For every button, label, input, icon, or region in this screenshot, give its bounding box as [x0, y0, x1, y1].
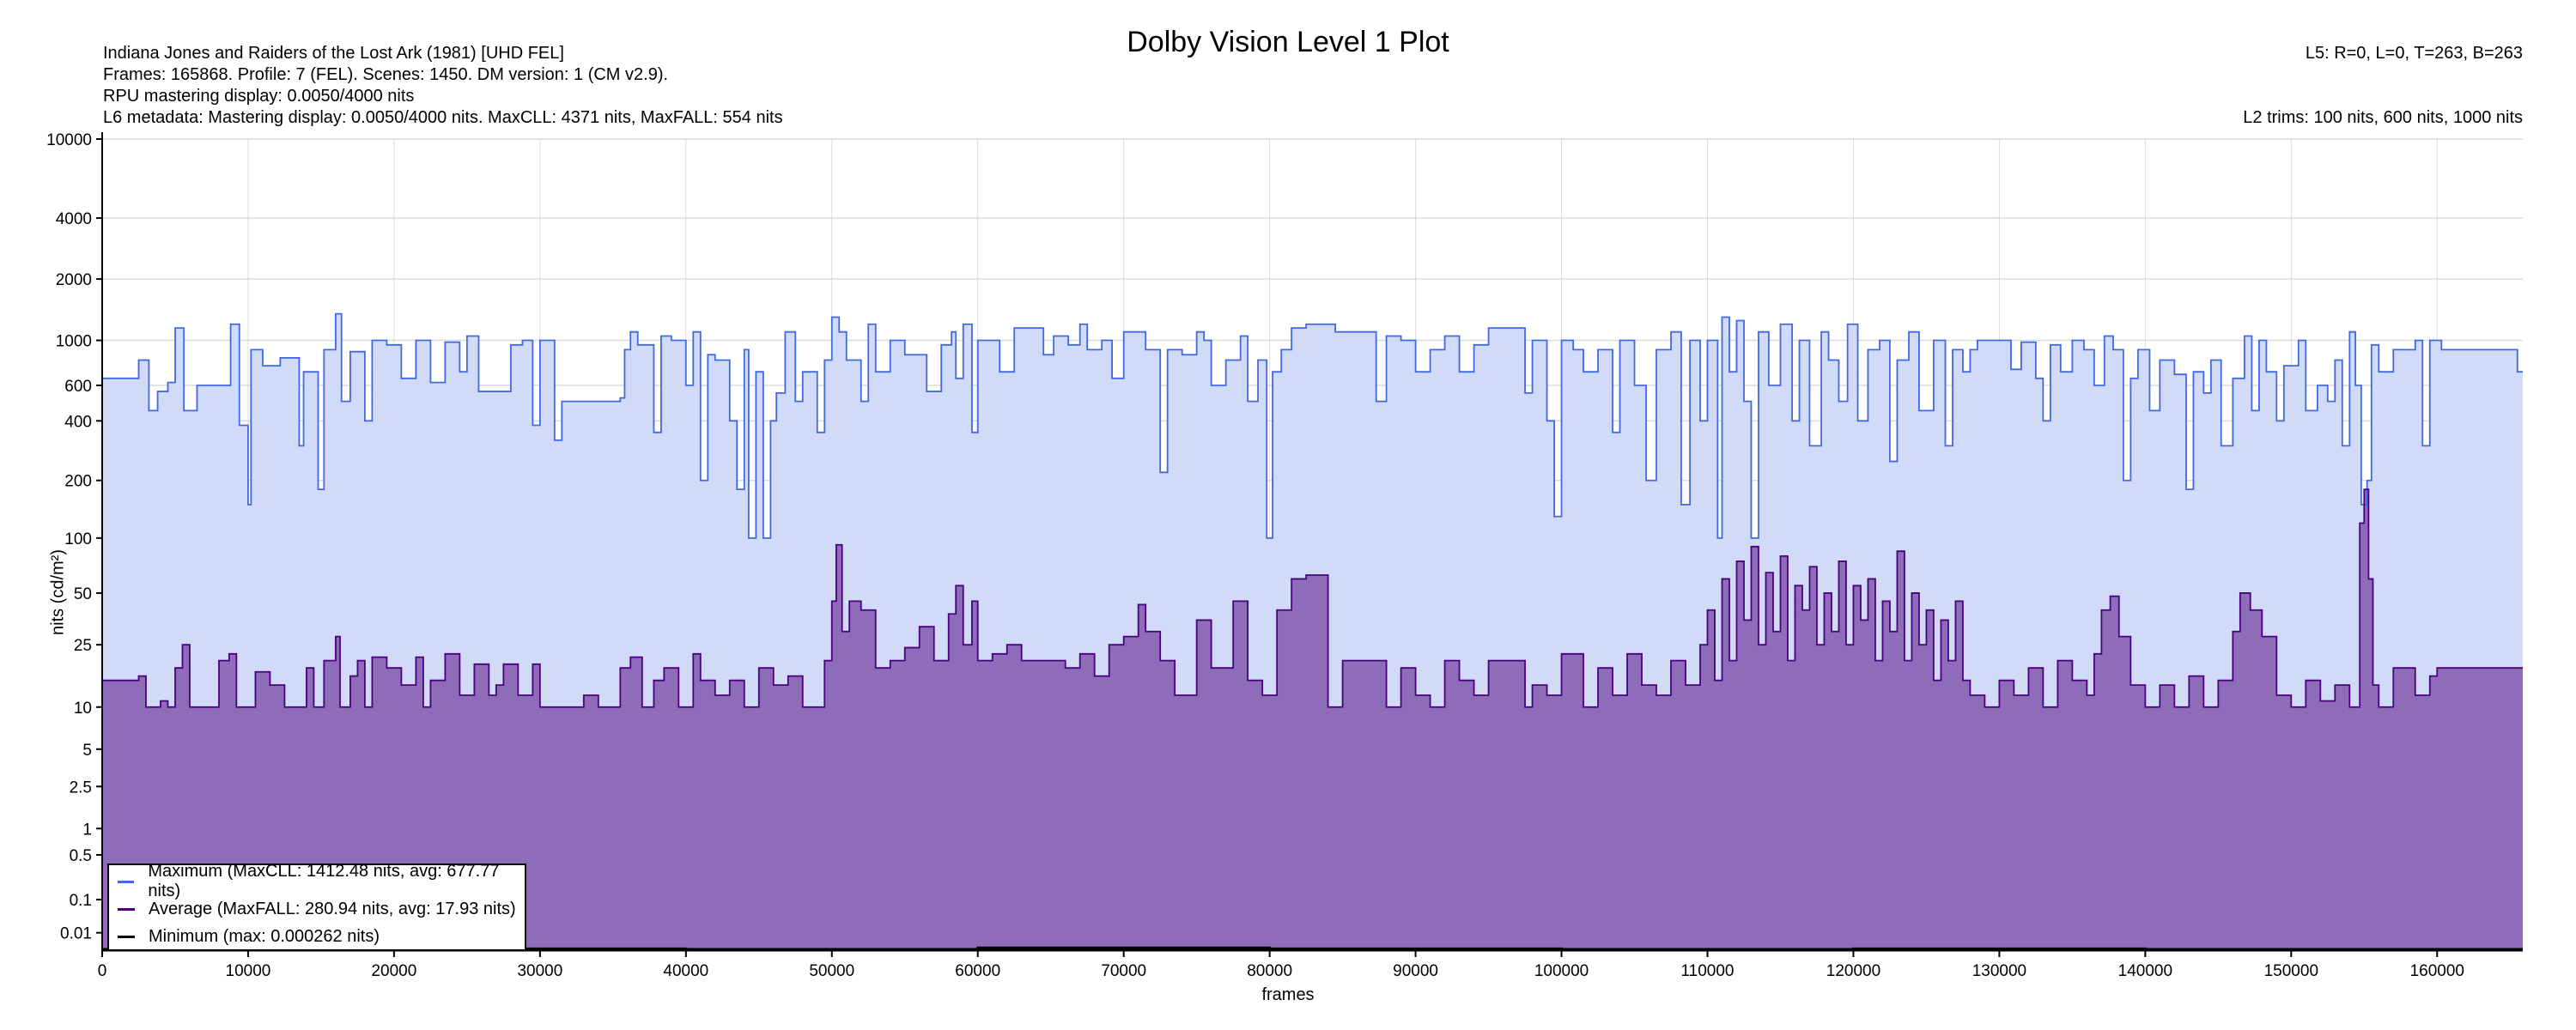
y-tick-label: 0.5: [70, 847, 92, 865]
metadata-left: Indiana Jones and Raiders of the Lost Ar…: [103, 43, 783, 129]
legend-swatch-minimum: [118, 935, 135, 938]
legend-label-minimum: Minimum (max: 0.000262 nits): [149, 926, 380, 946]
legend-item-average: Average (MaxFALL: 280.94 nits, avg: 17.9…: [109, 896, 525, 922]
x-tick-label: 90000: [1393, 962, 1438, 980]
x-tick-label: 60000: [955, 962, 1000, 980]
series-line-maximum: [102, 312, 2523, 539]
y-tick-label: 50: [74, 585, 92, 603]
legend-label-maximum: Maximum (MaxCLL: 1412.48 nits, avg: 677.…: [148, 862, 500, 900]
y-tick-label: 200: [64, 473, 92, 491]
y-tick-label: 10: [74, 700, 92, 718]
x-tick-label: 70000: [1101, 962, 1146, 980]
legend-swatch-average: [118, 907, 135, 911]
y-tick-label: 2000: [56, 271, 92, 289]
y-tick-label: 2.5: [70, 779, 92, 797]
x-tick-label: 110000: [1680, 962, 1734, 980]
x-tick-label: 20000: [371, 962, 416, 980]
y-tick-label: 600: [64, 378, 92, 396]
x-tick-label: 10000: [226, 962, 271, 980]
x-axis-label: frames: [1261, 985, 1315, 1004]
x-tick-label: 100000: [1534, 962, 1589, 980]
series-line-minimum: [102, 946, 2523, 951]
movie-title: Indiana Jones and Raiders of the Lost Ar…: [103, 44, 564, 63]
x-tick-label: 120000: [1826, 962, 1880, 980]
l6-metadata-info: L6 metadata: Mastering display: 0.0050/4…: [103, 108, 783, 127]
legend-item-maximum: Maximum (MaxCLL: 1412.48 nits, avg: 677.…: [109, 862, 525, 900]
x-tick-label: 0: [98, 962, 107, 980]
chart-title: Dolby Vision Level 1 Plot: [1127, 26, 1449, 58]
series-line-average: [102, 488, 2523, 708]
legend: Maximum (MaxCLL: 1412.48 nits, avg: 677.…: [107, 862, 526, 951]
y-tick-label: 1000: [56, 333, 92, 351]
frames-info: Frames: 165868. Profile: 7 (FEL). Scenes…: [103, 65, 669, 84]
x-tick-label: 50000: [809, 962, 854, 980]
metadata-right: L5: R=0, L=0, T=263, B=263 L2 trims: 100…: [2243, 43, 2523, 129]
x-tick-label: 160000: [2410, 962, 2464, 980]
x-tick-label: 130000: [1972, 962, 2026, 980]
x-tick-label: 140000: [2118, 962, 2172, 980]
x-tick-label: 40000: [663, 962, 708, 980]
y-tick-label: 100: [64, 530, 92, 548]
y-tick-label: 10000: [46, 131, 92, 149]
y-tick-label: 0.1: [70, 892, 92, 910]
y-tick-label: 5: [82, 742, 92, 760]
rpu-mastering-info: RPU mastering display: 0.0050/4000 nits: [103, 87, 415, 106]
y-tick-label: 400: [64, 413, 92, 431]
y-tick-label: 25: [74, 637, 92, 655]
y-tick-label: 4000: [56, 210, 92, 228]
x-tick-label: 80000: [1247, 962, 1292, 980]
y-axis-label: nits (cd/m²): [48, 549, 68, 635]
x-tick-label: 30000: [517, 962, 562, 980]
legend-label-average: Average (MaxFALL: 280.94 nits, avg: 17.9…: [149, 899, 516, 918]
legend-swatch-maximum: [118, 880, 135, 883]
series-fill-average: [102, 489, 2523, 950]
x-tick-label: 150000: [2264, 962, 2318, 980]
l5-info: L5: R=0, L=0, T=263, B=263: [2305, 44, 2523, 63]
y-tick-label: 1: [82, 821, 92, 839]
legend-item-minimum: Minimum (max: 0.000262 nits): [109, 924, 525, 949]
y-tick-label: 0.01: [60, 925, 92, 943]
l2-trims-info: L2 trims: 100 nits, 600 nits, 1000 nits: [2243, 108, 2523, 127]
